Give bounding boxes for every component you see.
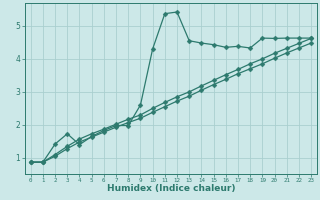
X-axis label: Humidex (Indice chaleur): Humidex (Indice chaleur) xyxy=(107,184,235,193)
